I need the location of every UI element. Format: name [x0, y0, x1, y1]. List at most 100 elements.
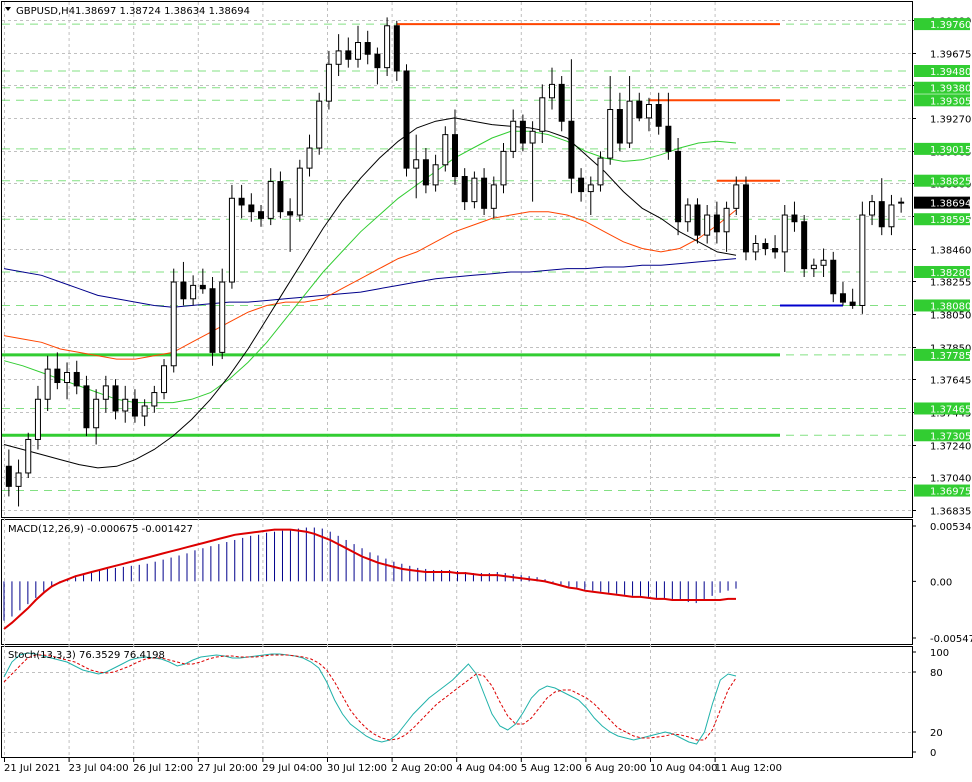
candle[interactable]: [34, 385, 41, 450]
candle[interactable]: [500, 143, 507, 194]
candle[interactable]: [548, 67, 555, 110]
candle[interactable]: [607, 76, 614, 165]
candle[interactable]: [335, 34, 342, 77]
price-panel[interactable]: [1, 1, 913, 518]
candle[interactable]: [461, 168, 468, 211]
candle[interactable]: [733, 176, 740, 216]
candle[interactable]: [141, 399, 148, 427]
candle[interactable]: [199, 268, 206, 294]
candle[interactable]: [112, 379, 119, 420]
candle[interactable]: [849, 288, 856, 309]
candle[interactable]: [587, 176, 594, 216]
candle[interactable]: [452, 109, 458, 185]
candle[interactable]: [83, 375, 90, 437]
candle[interactable]: [267, 168, 274, 226]
candle[interactable]: [713, 201, 720, 244]
candle[interactable]: [810, 258, 817, 278]
candle[interactable]: [869, 194, 876, 226]
candle[interactable]: [73, 360, 80, 395]
candle[interactable]: [25, 432, 32, 478]
candle[interactable]: [762, 238, 769, 256]
candle[interactable]: [325, 50, 332, 110]
candle[interactable]: [820, 248, 827, 278]
candle[interactable]: [742, 176, 749, 261]
candle[interactable]: [801, 215, 808, 278]
candle[interactable]: [238, 184, 245, 219]
candle[interactable]: [684, 198, 691, 232]
candle[interactable]: [277, 171, 284, 219]
candle[interactable]: [151, 385, 158, 413]
candle[interactable]: [665, 92, 672, 160]
candle[interactable]: [442, 126, 449, 172]
candle[interactable]: [898, 197, 905, 213]
candle[interactable]: [568, 59, 575, 194]
candle[interactable]: [5, 449, 12, 497]
candle[interactable]: [209, 277, 216, 366]
candle[interactable]: [364, 30, 371, 65]
candle[interactable]: [655, 92, 662, 135]
candle[interactable]: [675, 137, 682, 236]
candle[interactable]: [422, 148, 429, 194]
collapse-triangle-icon[interactable]: [5, 7, 11, 11]
candle[interactable]: [752, 235, 759, 261]
candle[interactable]: [772, 235, 779, 259]
candle[interactable]: [287, 198, 294, 252]
candle[interactable]: [403, 64, 410, 177]
candles[interactable]: [5, 17, 905, 507]
candle[interactable]: [228, 184, 235, 289]
candle[interactable]: [384, 17, 391, 77]
candle[interactable]: [471, 171, 478, 209]
candle[interactable]: [93, 389, 100, 445]
candle[interactable]: [578, 168, 585, 202]
candle[interactable]: [393, 20, 400, 82]
candle[interactable]: [490, 176, 497, 219]
candle[interactable]: [791, 201, 798, 232]
candle[interactable]: [645, 97, 652, 132]
candle[interactable]: [374, 47, 381, 85]
candle[interactable]: [626, 76, 633, 149]
candle[interactable]: [859, 201, 866, 314]
candle[interactable]: [558, 76, 565, 132]
candle[interactable]: [306, 134, 313, 177]
candle[interactable]: [345, 37, 352, 68]
candle[interactable]: [529, 121, 536, 202]
candle[interactable]: [878, 178, 885, 236]
candle[interactable]: [161, 359, 168, 400]
candle[interactable]: [54, 352, 61, 390]
candle[interactable]: [170, 268, 177, 373]
candle[interactable]: [694, 198, 701, 244]
horizontal-levels[interactable]: [2, 23, 912, 492]
candle[interactable]: [616, 92, 623, 152]
candle[interactable]: [219, 268, 226, 360]
candle[interactable]: [413, 134, 420, 199]
candle[interactable]: [481, 168, 488, 216]
candle[interactable]: [539, 84, 546, 144]
candle[interactable]: [839, 282, 846, 306]
candle[interactable]: [519, 114, 526, 152]
candle[interactable]: [180, 261, 187, 306]
candle[interactable]: [190, 275, 197, 306]
candle[interactable]: [15, 459, 22, 507]
candle[interactable]: [102, 375, 109, 413]
candle[interactable]: [781, 204, 788, 272]
candle[interactable]: [122, 385, 129, 423]
candle[interactable]: [510, 109, 517, 159]
candle[interactable]: [355, 25, 362, 68]
candle[interactable]: [131, 389, 138, 423]
candle[interactable]: [704, 204, 711, 244]
candle[interactable]: [64, 362, 71, 400]
candle[interactable]: [316, 92, 323, 155]
stoch-tick-label: 20: [930, 728, 943, 739]
candle[interactable]: [830, 251, 837, 303]
candle[interactable]: [597, 151, 604, 192]
candle[interactable]: [723, 201, 730, 252]
candle[interactable]: [888, 194, 895, 236]
candle[interactable]: [248, 193, 255, 222]
candle[interactable]: [258, 204, 265, 227]
candle[interactable]: [432, 154, 439, 192]
candle[interactable]: [636, 92, 643, 122]
candle[interactable]: [44, 355, 51, 411]
candle[interactable]: [296, 159, 303, 222]
